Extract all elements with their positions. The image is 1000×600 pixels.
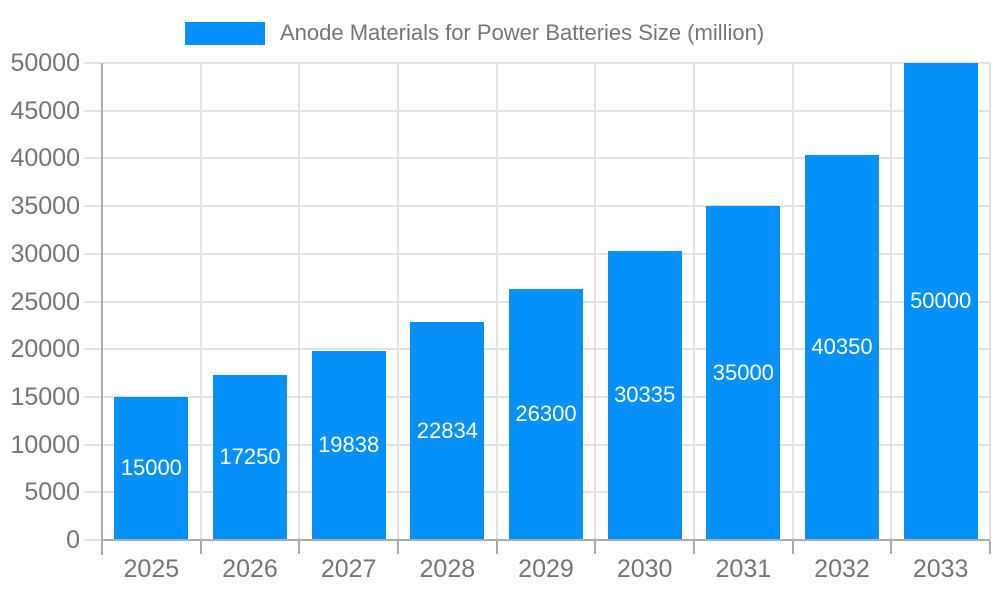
y-tick-label: 45000: [10, 96, 80, 125]
gridline-horizontal: [102, 109, 990, 112]
x-tick-label: 2025: [123, 555, 180, 583]
bar-2026: 17250: [213, 375, 287, 539]
bar-value-label: 19838: [318, 431, 380, 457]
y-axis-tick: [84, 443, 101, 446]
y-axis-tick: [84, 205, 101, 208]
bar-2033: 50000: [903, 63, 978, 539]
x-tick-label: 2033: [912, 555, 969, 583]
y-tick-label: 50000: [10, 49, 80, 77]
gridline-vertical: [594, 63, 597, 540]
x-tick-label: 2032: [814, 555, 870, 583]
y-tick-label: 35000: [10, 192, 80, 221]
bar-value-label: 15000: [120, 454, 182, 480]
x-axis-tick: [989, 541, 991, 554]
bar-value-label: 30335: [614, 381, 676, 407]
legend-swatch-icon: [185, 21, 265, 45]
gridline-horizontal: [102, 252, 990, 255]
y-axis-tick: [84, 252, 101, 255]
bar-value-label: 26300: [515, 401, 577, 427]
y-axis-tick: [84, 395, 101, 398]
gridline-horizontal: [102, 157, 990, 160]
x-axis-tick: [397, 541, 399, 554]
gridline-horizontal: [102, 205, 990, 208]
gridline-vertical: [791, 63, 794, 540]
bar-2031: 35000: [706, 206, 781, 539]
bar-2025: 15000: [114, 396, 189, 539]
y-tick-label: 15000: [10, 382, 80, 411]
gridline-vertical: [199, 63, 202, 540]
x-axis-line: [102, 539, 990, 541]
y-tick-label: 30000: [10, 239, 80, 268]
bar-2029: 26300: [509, 289, 583, 539]
y-tick-label: 0: [66, 526, 80, 554]
y-axis-tick: [84, 348, 101, 351]
x-tick-label: 2028: [419, 555, 476, 583]
y-tick-label: 20000: [10, 335, 80, 364]
y-axis-tick: [84, 62, 101, 64]
bar-value-label: 35000: [712, 359, 774, 385]
y-axis-tick: [84, 491, 101, 494]
x-tick-label: 2030: [616, 555, 673, 583]
x-axis-tick: [594, 541, 597, 554]
legend[interactable]: Anode Materials for Power Batteries Size…: [185, 20, 764, 46]
plot-area: 15000 17250 19838 22834 26300 30335 35000 40350…: [101, 62, 991, 555]
y-tick-label: 10000: [10, 430, 80, 459]
gridline-vertical: [397, 63, 399, 540]
x-axis-tick: [890, 541, 893, 554]
gridline-vertical: [890, 63, 893, 540]
y-tick-label: 25000: [10, 287, 80, 316]
x-axis-tick: [298, 541, 301, 554]
bar-value-label: 40350: [811, 334, 873, 360]
x-tick-label: 2029: [518, 555, 574, 583]
gridline-vertical: [298, 63, 301, 540]
bar-value-label: 50000: [910, 288, 972, 313]
gridline-vertical: [693, 63, 695, 540]
bar-2028: 22834: [410, 322, 485, 539]
bar-2027: 19838: [311, 350, 386, 539]
bar-value-label: 17250: [219, 444, 281, 470]
bar-2030: 30335: [607, 250, 682, 539]
gridline-horizontal: [102, 62, 990, 64]
x-axis-tick: [693, 541, 695, 554]
y-axis-tick: [84, 109, 101, 112]
x-tick-label: 2027: [320, 555, 377, 583]
x-axis-tick: [495, 541, 498, 554]
y-tick-label: 40000: [10, 144, 80, 173]
gridline-vertical: [989, 63, 991, 540]
bar-2032: 40350: [805, 155, 879, 539]
y-tick-label: 5000: [24, 478, 80, 507]
x-axis-tick: [791, 541, 794, 554]
x-axis-tick: [199, 541, 202, 554]
bar-value-label: 22834: [416, 417, 478, 443]
y-axis-line: [101, 63, 103, 555]
y-axis-tick: [84, 157, 101, 160]
gridline-vertical: [495, 63, 498, 540]
legend-label: Anode Materials for Power Batteries Size…: [280, 20, 765, 45]
y-axis-tick: [84, 300, 101, 303]
y-axis-tick: [84, 539, 101, 541]
x-tick-label: 2031: [715, 555, 772, 583]
x-tick-label: 2026: [222, 555, 278, 583]
